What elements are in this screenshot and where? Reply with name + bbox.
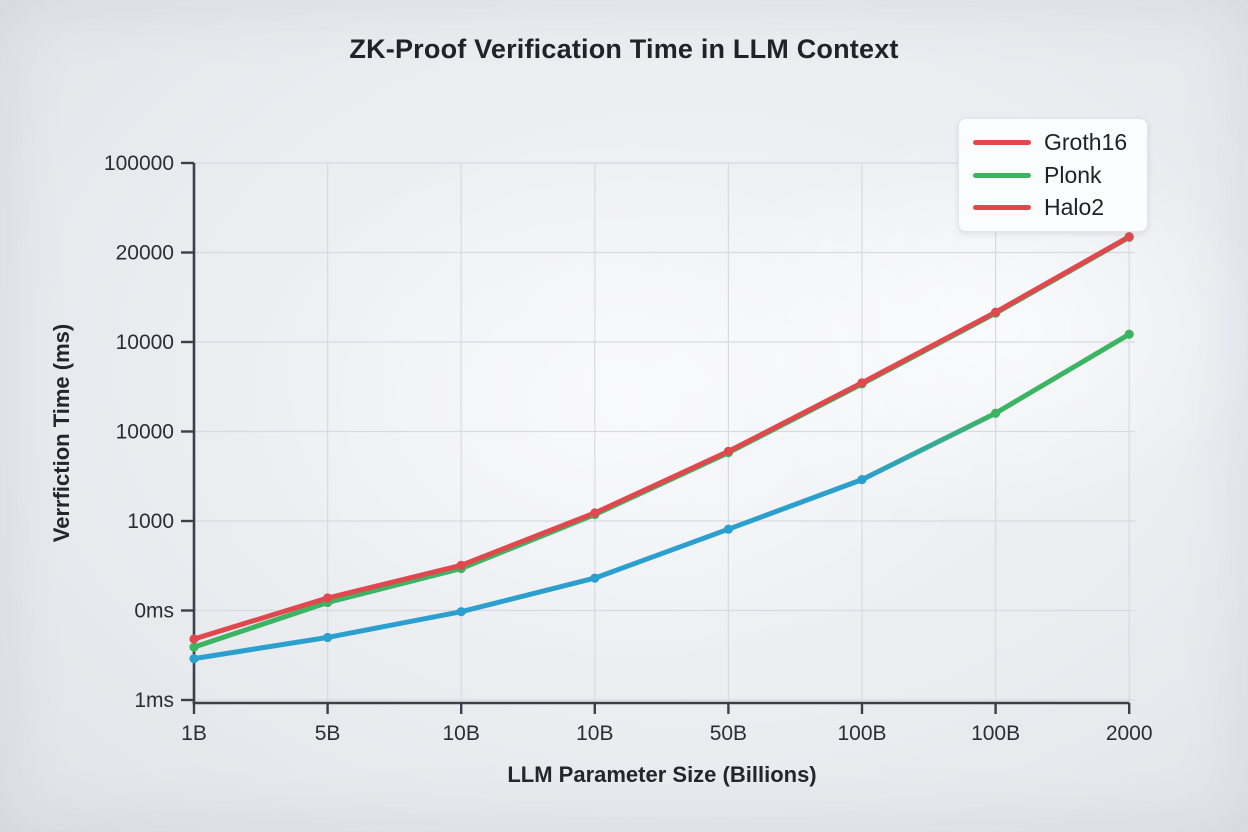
series-marker-halo2 xyxy=(857,475,867,485)
series-line-halo2-tail xyxy=(993,331,1132,416)
series-line-halo2 xyxy=(191,477,865,662)
legend: Groth16 Plonk Halo2 xyxy=(958,118,1148,232)
y-tick-label: 1000 xyxy=(127,510,174,533)
series-line-halo2-transition xyxy=(859,410,999,483)
chart-title: ZK-Proof Verification Time in LLM Contex… xyxy=(349,34,899,64)
series-marker-groth16 xyxy=(189,634,199,644)
series-marker-groth16 xyxy=(991,307,1001,317)
legend-label-halo2: Halo2 xyxy=(1044,194,1105,221)
legend-swatch-plonk xyxy=(973,172,1031,178)
series-marker-groth16 xyxy=(323,593,333,603)
y-tick-label: 100000 xyxy=(104,152,174,175)
series-marker-groth16 xyxy=(857,378,867,388)
x-tick-label: 5B xyxy=(315,722,341,745)
series-marker-halo2 xyxy=(723,524,734,534)
y-tick-label: 10000 xyxy=(116,331,174,354)
x-tick-label: 1B xyxy=(181,722,207,745)
series-marker-groth16 xyxy=(590,508,600,518)
series-marker-plonk xyxy=(189,642,199,652)
series-marker-halo2 xyxy=(1124,329,1134,339)
legend-label-groth16: Groth16 xyxy=(1044,128,1128,155)
series-marker-halo2 xyxy=(189,654,199,664)
y-tick-label: 0ms xyxy=(134,600,174,623)
legend-label-plonk: Plonk xyxy=(1044,161,1102,188)
x-tick-label: 2000 xyxy=(1106,722,1153,745)
series-marker-halo2 xyxy=(456,607,466,617)
legend-item-halo2: Halo2 xyxy=(973,194,1147,221)
y-tick-label: 20000 xyxy=(116,242,174,265)
x-tick-label: 50B xyxy=(710,722,747,745)
legend-item-groth16: Groth16 xyxy=(973,129,1147,156)
series-marker-halo2 xyxy=(590,573,600,583)
series-marker-groth16 xyxy=(723,446,734,456)
series-line-groth16 xyxy=(191,234,1132,642)
series-line-plonk xyxy=(191,234,1132,650)
y-tick-label: 10000 xyxy=(116,421,174,444)
x-tick-label: 10B xyxy=(443,722,480,745)
series-marker-groth16 xyxy=(1124,232,1134,242)
series-marker-halo2 xyxy=(991,408,1001,418)
legend-swatch-groth16 xyxy=(973,139,1031,145)
series-marker-groth16 xyxy=(456,560,466,570)
x-tick-label: 100B xyxy=(971,722,1020,745)
legend-item-plonk: Plonk xyxy=(973,162,1147,189)
series-marker-halo2 xyxy=(323,632,333,643)
legend-swatch-halo2 xyxy=(973,205,1031,211)
x-tick-label: 10B xyxy=(576,722,613,745)
x-axis-title: LLM Parameter Size (Billions) xyxy=(507,762,817,787)
y-tick-label: 1ms xyxy=(134,689,174,712)
x-tick-label: 100B xyxy=(837,722,886,745)
